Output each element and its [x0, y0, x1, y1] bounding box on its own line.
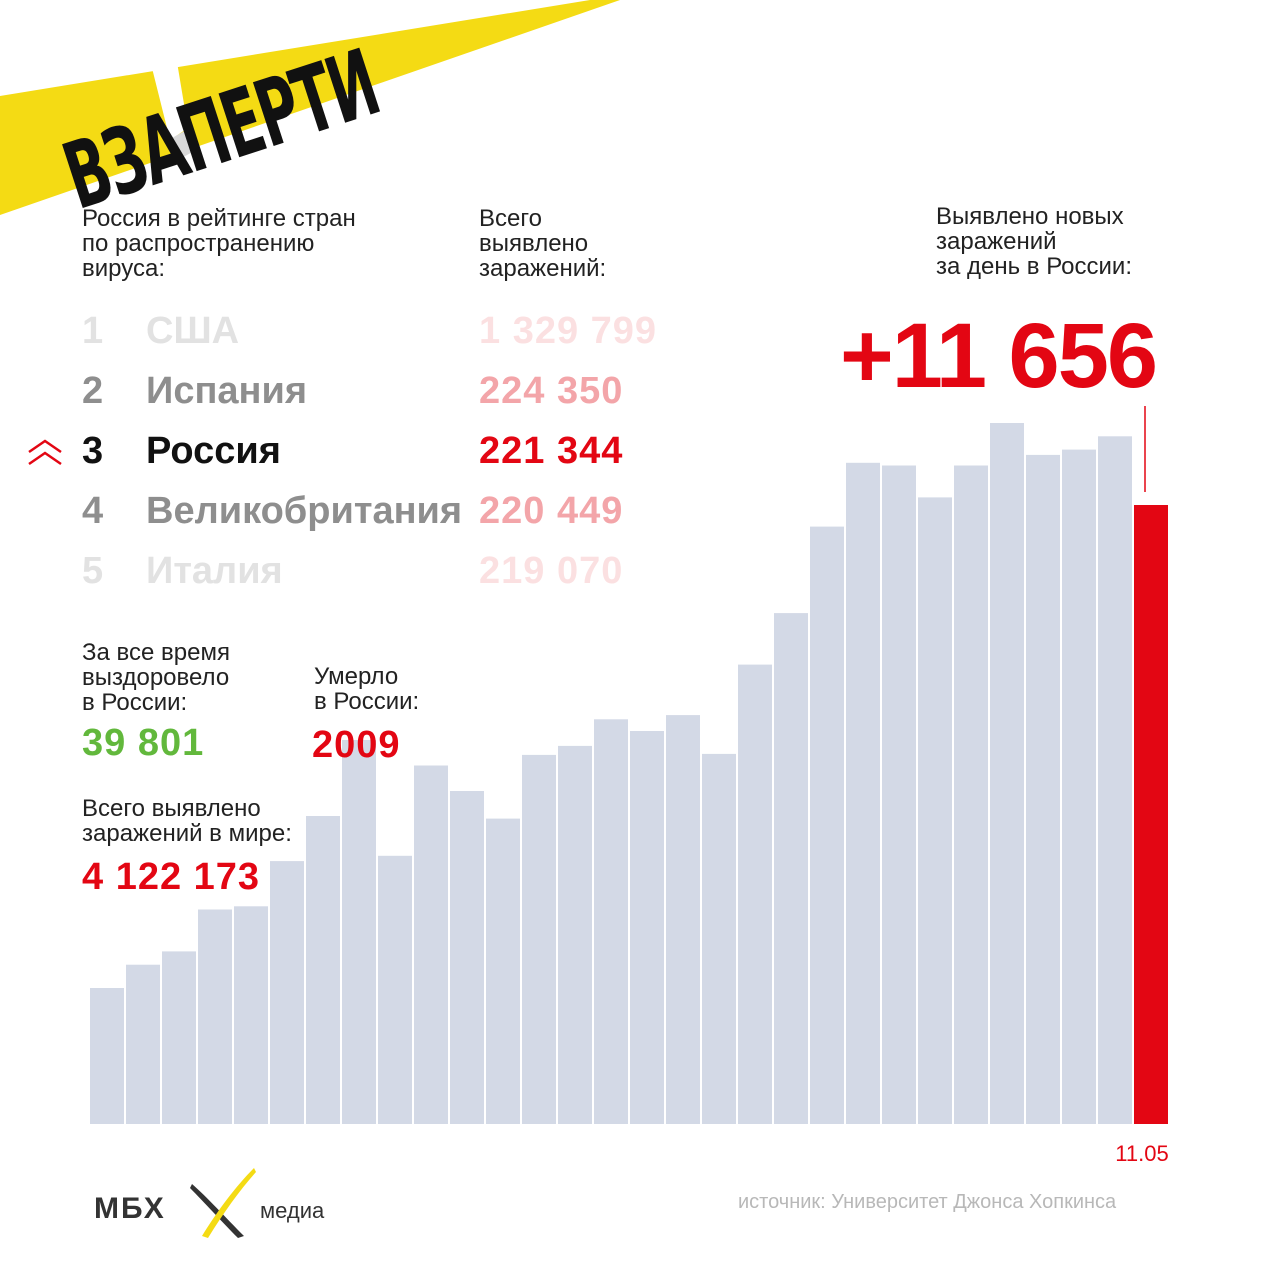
logo-text: МБХ [94, 1192, 166, 1225]
bar [1026, 454, 1060, 1124]
bar [90, 988, 124, 1124]
ranking-label: Россия в рейтинге стран по распространен… [82, 205, 356, 282]
header-banner [0, 0, 620, 215]
banner-paper-flap [150, 50, 188, 140]
bar [306, 816, 340, 1124]
ranking-row-highlight: 3 Россия 221 344 [0, 430, 700, 490]
ranking-row: 2 Испания 224 350 [0, 370, 700, 430]
country-cases: 1 329 799 [479, 310, 658, 352]
bar [1098, 436, 1132, 1124]
bar [198, 909, 232, 1124]
ranking-row: 1 США 1 329 799 [0, 310, 700, 370]
banner-paper-shadow [172, 128, 196, 160]
bar [918, 497, 952, 1124]
world-label: Всего выявлено заражений в мире: [82, 795, 292, 847]
country-name: Россия [146, 430, 281, 472]
bar [594, 719, 628, 1124]
bar [738, 664, 772, 1124]
rank-number: 1 [82, 310, 104, 352]
recovered-value: 39 801 [82, 722, 205, 764]
bar [954, 465, 988, 1124]
rank-number: 3 [82, 430, 104, 472]
ranking-row: 5 Италия 219 070 [0, 550, 700, 610]
bar [378, 855, 412, 1124]
bar [774, 613, 808, 1124]
daily-label: Выявлено новых заражений за день в Росси… [936, 203, 1132, 280]
x-end-label: 11.05 [1115, 1141, 1168, 1166]
double-chevron-up-icon [28, 439, 62, 466]
footer-logo: МБХ медиа [90, 1166, 350, 1246]
country-name: США [146, 310, 240, 352]
bar [846, 462, 880, 1124]
bar [450, 791, 484, 1124]
daily-new-cases-value: +11 656 [840, 305, 1158, 407]
bar [702, 753, 736, 1124]
bar [666, 715, 700, 1124]
logo-suffix: медиа [260, 1198, 325, 1223]
bar [270, 861, 304, 1124]
bar [990, 423, 1024, 1124]
rank-number: 4 [82, 490, 104, 532]
bar [882, 465, 916, 1124]
banner-tape [0, 0, 620, 215]
world-value: 4 122 173 [82, 856, 261, 898]
bar [414, 765, 448, 1124]
bar [162, 951, 196, 1124]
bar [1062, 449, 1096, 1125]
ranking-row: 4 Великобритания 220 449 [0, 490, 700, 550]
logo-x-icon [190, 1168, 256, 1238]
country-name: Великобритания [146, 490, 463, 532]
country-cases: 221 344 [479, 430, 624, 472]
bar [126, 964, 160, 1124]
source-note: источник: Университет Джонса Хопкинса [738, 1191, 1117, 1213]
rank-number: 2 [82, 370, 104, 412]
country-name: Испания [146, 370, 308, 412]
bar [810, 526, 844, 1124]
bar [342, 740, 376, 1124]
country-cases: 219 070 [479, 550, 624, 592]
country-cases: 224 350 [479, 370, 624, 412]
bar-highlight [1134, 505, 1168, 1124]
bar [522, 754, 556, 1124]
deaths-value: 2009 [312, 724, 401, 766]
rank-number: 5 [82, 550, 104, 592]
deaths-label: Умерло в России: [314, 663, 420, 715]
cases-label: Всего выявлено заражений: [479, 205, 607, 282]
country-name: Италия [146, 550, 283, 592]
country-cases: 220 449 [479, 490, 624, 532]
recovered-label: За все время выздоровело в России: [82, 639, 230, 716]
bar [630, 731, 664, 1124]
bar [486, 818, 520, 1124]
bar [558, 745, 592, 1124]
bar [234, 906, 268, 1124]
